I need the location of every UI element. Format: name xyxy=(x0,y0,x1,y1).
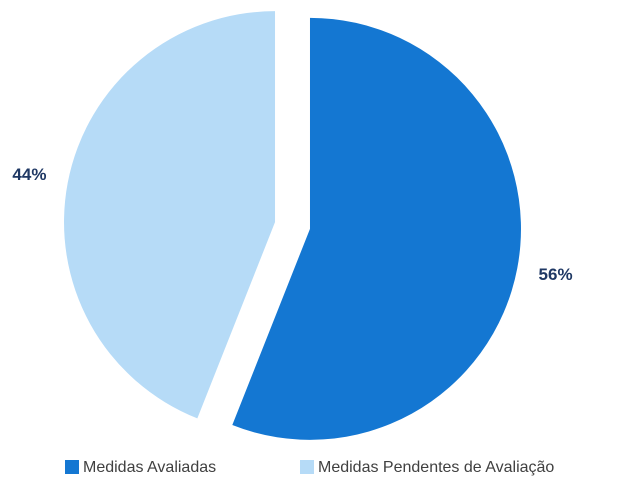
legend-swatch xyxy=(300,460,314,474)
legend-swatch xyxy=(65,460,79,474)
pie-slice xyxy=(64,11,276,419)
value-label: 56% xyxy=(539,265,573,284)
value-label: 44% xyxy=(12,165,46,184)
legend-label: Medidas Avaliadas xyxy=(83,459,216,476)
pie-slice xyxy=(232,17,521,440)
legend-label: Medidas Pendentes de Avaliação xyxy=(318,459,554,476)
